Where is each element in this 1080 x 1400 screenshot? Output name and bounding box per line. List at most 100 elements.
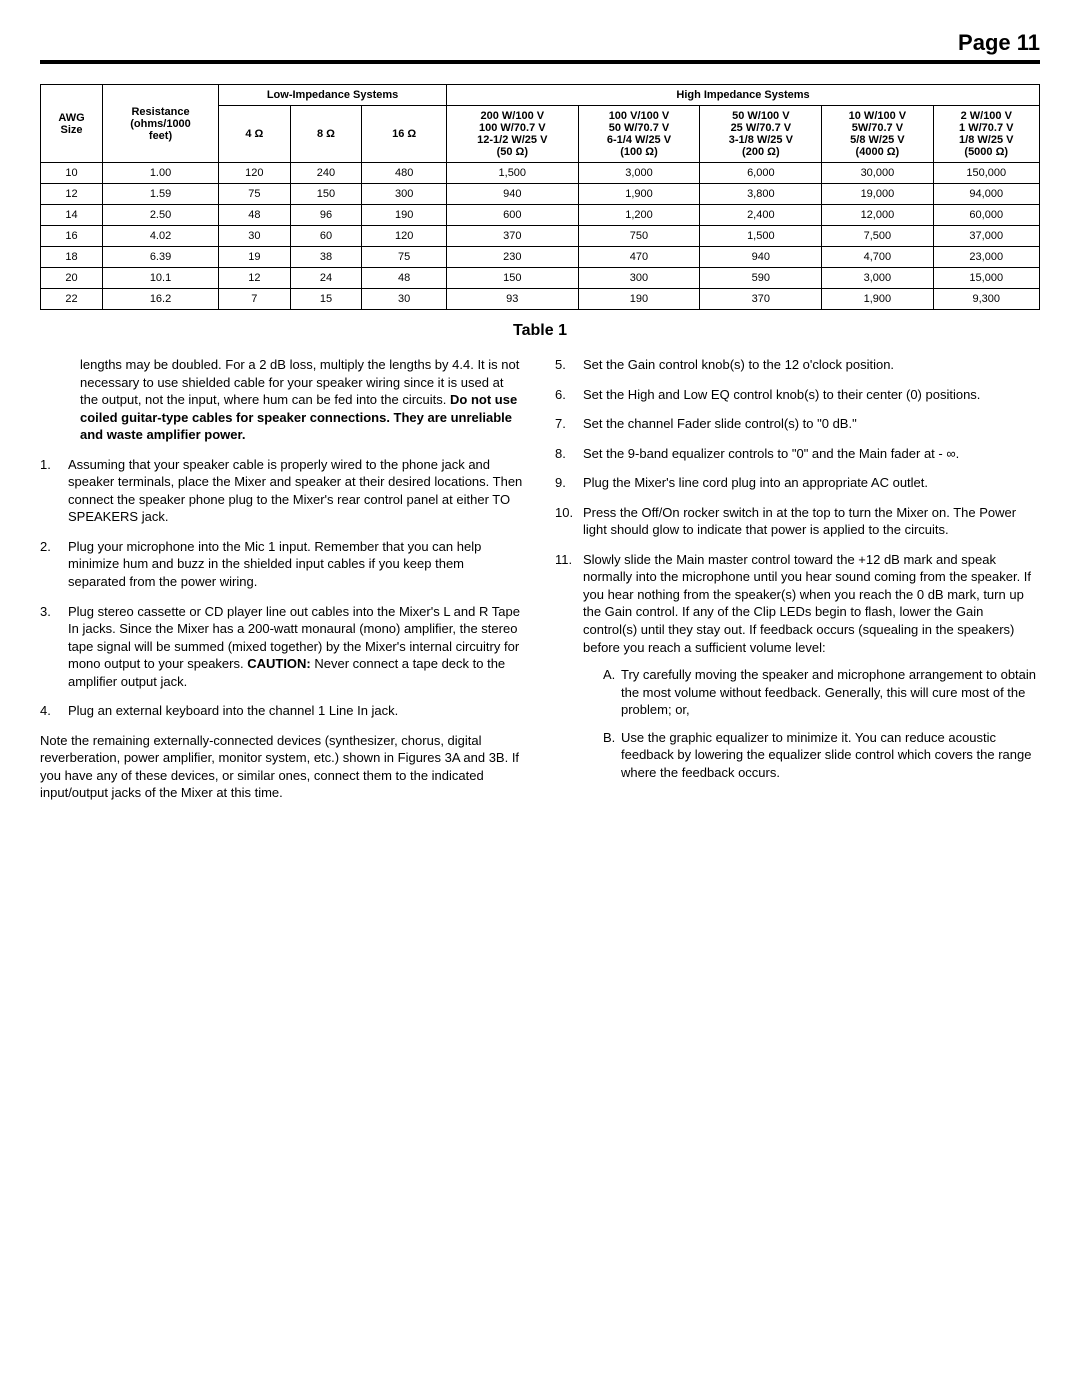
step-9-text: Plug the Mixer's line cord plug into an … <box>583 474 1040 492</box>
table-cell: 94,000 <box>933 184 1039 205</box>
step-8: 8.Set the 9-band equalizer controls to "… <box>555 445 1040 463</box>
table-row: 186.391938752304709404,70023,000 <box>41 247 1040 268</box>
table-cell: 12,000 <box>822 205 933 226</box>
step-11-text: Slowly slide the Main master control tow… <box>583 551 1040 792</box>
table-row: 121.59751503009401,9003,80019,00094,000 <box>41 184 1040 205</box>
table-cell: 14 <box>41 205 103 226</box>
table-cell: 940 <box>447 184 579 205</box>
table-cell: 38 <box>290 247 362 268</box>
table-cell: 93 <box>447 289 579 310</box>
table-cell: 190 <box>578 289 700 310</box>
table-cell: 940 <box>700 247 822 268</box>
table-caption: Table 1 <box>40 322 1040 340</box>
table-cell: 23,000 <box>933 247 1039 268</box>
table-cell: 2,400 <box>700 205 822 226</box>
step-6: 6.Set the High and Low EQ control knob(s… <box>555 386 1040 404</box>
right-column: 5.Set the Gain control knob(s) to the 12… <box>555 356 1040 815</box>
table-cell: 75 <box>219 184 291 205</box>
table-cell: 96 <box>290 205 362 226</box>
table-cell: 1,500 <box>447 163 579 184</box>
table-cell: 240 <box>290 163 362 184</box>
step-6-text: Set the High and Low EQ control knob(s) … <box>583 386 1040 404</box>
col-awg: AWG Size <box>41 85 103 163</box>
step-9: 9.Plug the Mixer's line cord plug into a… <box>555 474 1040 492</box>
table-cell: 1,900 <box>822 289 933 310</box>
step-4-text: Plug an external keyboard into the chann… <box>68 702 525 720</box>
table-cell: 3,000 <box>822 268 933 289</box>
table-cell: 120 <box>219 163 291 184</box>
table-cell: 6,000 <box>700 163 822 184</box>
step-2: 2.Plug your microphone into the Mic 1 in… <box>40 538 525 591</box>
table-cell: 300 <box>362 184 447 205</box>
table-cell: 230 <box>447 247 579 268</box>
table-cell: 370 <box>447 226 579 247</box>
step-10: 10.Press the Off/On rocker switch in at … <box>555 504 1040 539</box>
col-res: Resistance (ohms/1000 feet) <box>103 85 219 163</box>
sub-b: B.Use the graphic equalizer to minimize … <box>603 729 1040 782</box>
table-cell: 3,800 <box>700 184 822 205</box>
table-row: 2216.271530931903701,9009,300 <box>41 289 1040 310</box>
step-1-text: Assuming that your speaker cable is prop… <box>68 456 525 526</box>
col-h1: 200 W/100 V 100 W/70.7 V 12-1/2 W/25 V (… <box>447 106 579 163</box>
step-8-text: Set the 9-band equalizer controls to "0"… <box>583 445 1040 463</box>
table-cell: 1.00 <box>103 163 219 184</box>
table-cell: 1.59 <box>103 184 219 205</box>
table-cell: 30 <box>219 226 291 247</box>
table-cell: 470 <box>578 247 700 268</box>
step-11-main: Slowly slide the Main master control tow… <box>583 552 1031 655</box>
table-cell: 30,000 <box>822 163 933 184</box>
step-11: 11. Slowly slide the Main master control… <box>555 551 1040 792</box>
table-cell: 60 <box>290 226 362 247</box>
group-low: Low-Impedance Systems <box>219 85 447 106</box>
table-cell: 370 <box>700 289 822 310</box>
table-row: 101.001202404801,5003,0006,00030,000150,… <box>41 163 1040 184</box>
col-16ohm: 16 Ω <box>362 106 447 163</box>
table-cell: 19,000 <box>822 184 933 205</box>
table-cell: 1,200 <box>578 205 700 226</box>
table-cell: 10 <box>41 163 103 184</box>
table-cell: 16.2 <box>103 289 219 310</box>
table-cell: 150 <box>290 184 362 205</box>
sub-a-text: Try carefully moving the speaker and mic… <box>621 666 1040 719</box>
table-cell: 6.39 <box>103 247 219 268</box>
sub-b-text: Use the graphic equalizer to minimize it… <box>621 729 1040 782</box>
table-cell: 4.02 <box>103 226 219 247</box>
table-cell: 480 <box>362 163 447 184</box>
table-row: 164.0230601203707501,5007,50037,000 <box>41 226 1040 247</box>
table-cell: 150,000 <box>933 163 1039 184</box>
note-para: Note the remaining externally-connected … <box>40 732 525 802</box>
table-cell: 7,500 <box>822 226 933 247</box>
table-cell: 9,300 <box>933 289 1039 310</box>
table-cell: 20 <box>41 268 103 289</box>
col-h3: 50 W/100 V 25 W/70.7 V 3-1/8 W/25 V (200… <box>700 106 822 163</box>
table-cell: 2.50 <box>103 205 219 226</box>
table-cell: 7 <box>219 289 291 310</box>
table-cell: 75 <box>362 247 447 268</box>
table-cell: 48 <box>362 268 447 289</box>
table-cell: 1,500 <box>700 226 822 247</box>
table-row: 2010.11224481503005903,00015,000 <box>41 268 1040 289</box>
table-cell: 24 <box>290 268 362 289</box>
table-cell: 10.1 <box>103 268 219 289</box>
header-rule <box>40 60 1040 64</box>
table-cell: 590 <box>700 268 822 289</box>
table-cell: 37,000 <box>933 226 1039 247</box>
page-number: Page 11 <box>40 30 1040 56</box>
table-cell: 30 <box>362 289 447 310</box>
table-cell: 750 <box>578 226 700 247</box>
table-cell: 16 <box>41 226 103 247</box>
step-7-text: Set the channel Fader slide control(s) t… <box>583 415 1040 433</box>
step-3: 3.Plug stereo cassette or CD player line… <box>40 603 525 691</box>
col-4ohm: 4 Ω <box>219 106 291 163</box>
table-cell: 150 <box>447 268 579 289</box>
table-cell: 18 <box>41 247 103 268</box>
sub-a: A.Try carefully moving the speaker and m… <box>603 666 1040 719</box>
wire-table: AWG Size Resistance (ohms/1000 feet) Low… <box>40 84 1040 310</box>
table-cell: 1,900 <box>578 184 700 205</box>
table-cell: 15,000 <box>933 268 1039 289</box>
table-cell: 12 <box>41 184 103 205</box>
step-1: 1.Assuming that your speaker cable is pr… <box>40 456 525 526</box>
group-high: High Impedance Systems <box>447 85 1040 106</box>
step-3-text: Plug stereo cassette or CD player line o… <box>68 603 525 691</box>
table-cell: 300 <box>578 268 700 289</box>
